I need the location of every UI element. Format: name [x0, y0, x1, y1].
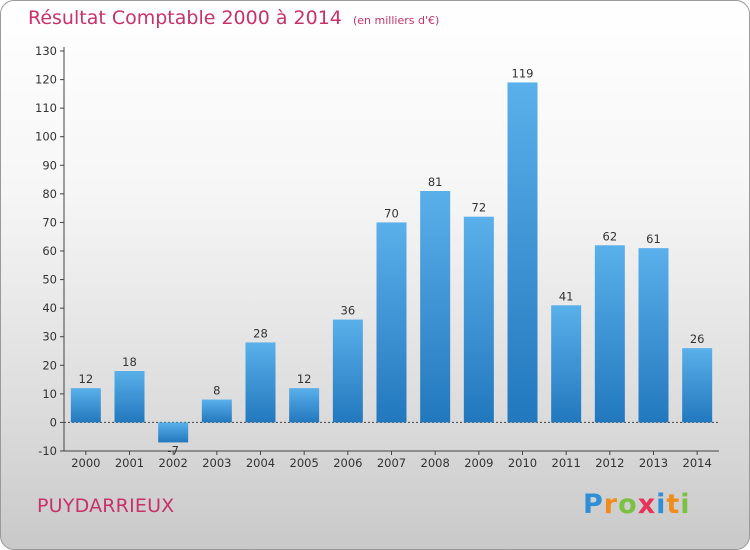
x-tick-label: 2003: [202, 456, 231, 470]
chart-title: Résultat Comptable 2000 à 2014 (en milli…: [28, 7, 439, 29]
data-label: 12: [297, 372, 312, 386]
data-label: 119: [512, 66, 534, 80]
bar: [594, 245, 625, 423]
proxiti-logo: Proxiti: [583, 489, 691, 520]
x-tick-label: 2004: [246, 456, 275, 470]
logo-letter: x: [637, 489, 657, 520]
x-tick-label: 2000: [71, 456, 100, 470]
commune-name: PUYDARRIEUX: [37, 495, 175, 517]
data-label: 72: [472, 201, 487, 215]
logo-letter: i: [656, 489, 667, 520]
y-tick-label: 80: [42, 187, 57, 201]
x-tick-label: 2006: [333, 456, 362, 470]
bar: [201, 399, 232, 423]
bar: [420, 191, 451, 423]
y-tick-label: -10: [38, 444, 57, 458]
x-tick-label: 2011: [552, 456, 581, 470]
y-tick-label: 70: [42, 215, 57, 229]
data-label: 28: [253, 326, 268, 340]
data-label: 70: [384, 206, 399, 220]
x-tick-label: 2008: [421, 456, 450, 470]
logo-letter: i: [680, 489, 691, 520]
data-label: 81: [428, 175, 443, 189]
x-tick-label: 2007: [377, 456, 406, 470]
y-tick-label: 10: [42, 387, 57, 401]
bar: [551, 305, 582, 423]
logo-letter: t: [666, 489, 681, 520]
x-tick-label: 2010: [508, 456, 537, 470]
bar: [682, 348, 713, 423]
bars: [70, 82, 713, 443]
data-label: -7: [167, 443, 178, 457]
logo-letter: o: [618, 489, 638, 520]
data-label: 41: [559, 289, 574, 303]
y-tick-label: 30: [42, 330, 57, 344]
logo-letter: r: [603, 489, 619, 520]
y-tick-label: 90: [42, 158, 57, 172]
y-tick-label: 120: [35, 73, 57, 87]
x-tick-label: 2002: [159, 456, 188, 470]
bar: [376, 222, 407, 423]
bar: [245, 342, 276, 423]
bar: [463, 216, 494, 423]
value-labels: 12 18 -7 8 28 12 36 70 81 72 119 41 62 61 26: [79, 66, 705, 457]
bar: [507, 82, 538, 423]
data-label: 8: [213, 384, 220, 398]
x-tick-label: 2013: [639, 456, 668, 470]
data-label: 61: [646, 232, 661, 246]
y-tick-label: 130: [35, 44, 57, 58]
y-tick-label: 20: [42, 358, 57, 372]
bar: [158, 422, 189, 443]
bar: [114, 371, 145, 423]
y-tick-label: 0: [50, 415, 57, 429]
y-tick-label: 100: [35, 130, 57, 144]
data-label: 12: [79, 372, 94, 386]
x-tick-label: 2012: [595, 456, 624, 470]
bar: [332, 319, 363, 423]
title-subtitle: (en milliers d'€): [352, 14, 440, 27]
bar: [289, 388, 320, 423]
logo-letter: P: [583, 489, 604, 520]
x-tick-label: 2005: [290, 456, 319, 470]
title-main: Résultat Comptable 2000 à 2014: [28, 7, 342, 29]
y-tick-label: 50: [42, 273, 57, 287]
x-tick-label: 2014: [683, 456, 712, 470]
bar: [638, 248, 669, 423]
y-tick-label: 40: [42, 301, 57, 315]
x-tick-label: 2001: [115, 456, 144, 470]
data-label: 36: [341, 304, 356, 318]
data-label: 62: [603, 229, 618, 243]
data-label: 18: [122, 355, 137, 369]
y-tick-label: 60: [42, 244, 57, 258]
y-tick-label: 110: [35, 101, 57, 115]
bar: [70, 388, 101, 423]
axes: -10 0 10 20 30 40 50 60 70 80 90 100 110 120 130 2000 20…: [35, 44, 719, 470]
data-label: 26: [690, 332, 705, 346]
x-tick-label: 2009: [464, 456, 493, 470]
